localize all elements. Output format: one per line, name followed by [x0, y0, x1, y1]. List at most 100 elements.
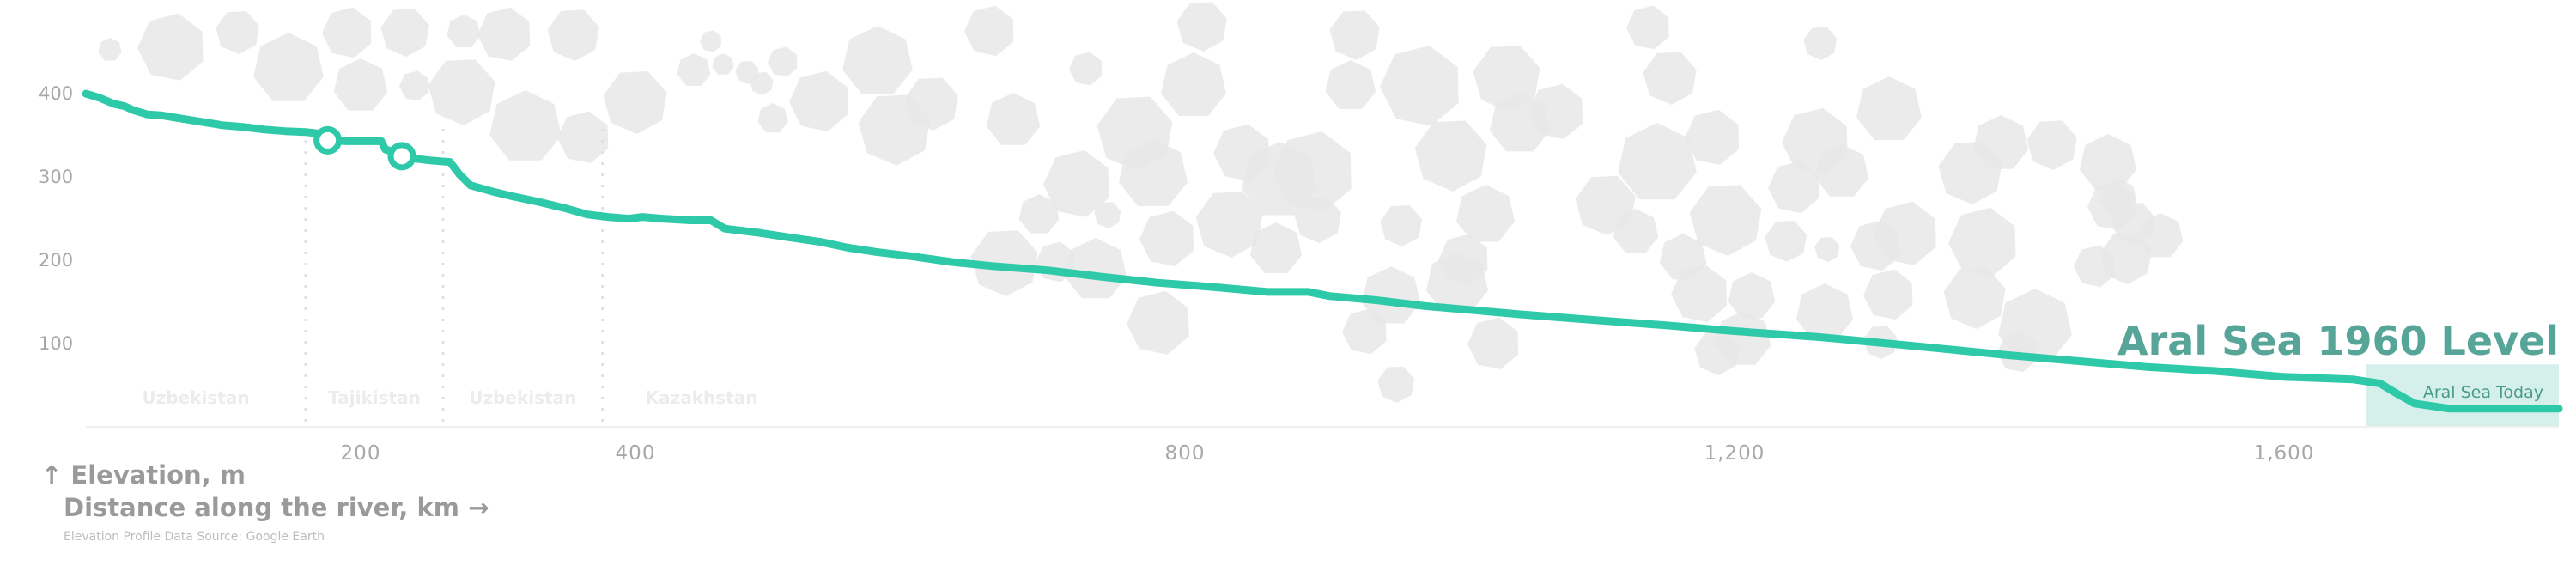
decorative-hexagon	[1064, 238, 1127, 299]
country-labels: Uzbekistan Tajikistan Uzbekistan Kazakhstan	[142, 387, 757, 408]
decorative-hexagon	[1455, 185, 1516, 242]
decorative-hexagon	[1329, 10, 1380, 60]
decorative-hexagon	[557, 111, 609, 163]
y-axis-title: ↑ Elevation, m	[41, 460, 246, 490]
decorative-hexagon	[842, 26, 913, 94]
country-label: Kazakhstan	[646, 387, 758, 408]
decorative-hexagon	[2026, 120, 2077, 170]
country-label: Uzbekistan	[142, 387, 249, 408]
y-tick-label: 200	[39, 250, 73, 271]
decorative-hexagon	[137, 13, 204, 81]
x-tick-label: 200	[341, 442, 381, 465]
decorative-hexagon	[322, 7, 372, 58]
decorative-hexagon	[1715, 311, 1771, 365]
elevation-profile-line	[82, 89, 2563, 413]
decorative-hexagon-field	[98, 2, 2184, 403]
decorative-hexagon	[1361, 266, 1421, 324]
decorative-hexagon	[1273, 131, 1352, 212]
decorative-hexagon	[547, 9, 599, 61]
decorative-hexagon	[1728, 272, 1776, 319]
decorative-hexagon	[789, 70, 848, 131]
decorative-hexagon	[477, 7, 531, 62]
decorative-hexagon	[1768, 161, 1820, 213]
decorative-hexagon	[1689, 185, 1762, 256]
decorative-hexagon	[1380, 205, 1423, 246]
decorative-hexagon	[2099, 233, 2152, 284]
decorative-hexagon	[1874, 201, 1936, 265]
decorative-hexagon	[1414, 120, 1487, 192]
decorative-hexagon	[253, 33, 324, 101]
x-tick-label: 1,200	[1704, 442, 1765, 465]
decorative-hexagon	[986, 93, 1041, 145]
decorative-hexagon	[1948, 207, 2016, 277]
decorative-hexagon	[1972, 115, 2029, 169]
decorative-hexagon	[380, 9, 429, 58]
y-tick-label: 100	[39, 333, 73, 354]
decorative-hexagon	[1685, 109, 1740, 165]
decorative-hexagon	[1380, 46, 1459, 126]
decorative-hexagon	[216, 11, 259, 55]
decorative-hexagon	[1195, 192, 1263, 258]
x-axis-title: Distance along the river, km →	[64, 493, 489, 522]
data-source-note: Elevation Profile Data Source: Google Ea…	[64, 530, 325, 544]
decorative-hexagon	[1528, 83, 1583, 139]
decorative-hexagon	[1425, 252, 1489, 313]
decorative-hexagon	[1618, 123, 1697, 200]
decorative-hexagon	[1249, 222, 1303, 273]
decorative-hexagon	[603, 71, 667, 134]
decorative-hexagon	[447, 15, 481, 47]
decorative-hexagon	[1294, 197, 1341, 243]
decorative-hexagon	[1342, 308, 1387, 355]
decorative-hexagon	[1127, 290, 1189, 355]
decorative-hexagon	[1467, 317, 1519, 369]
decorative-hexagon	[964, 5, 1014, 57]
dam-marker	[313, 125, 343, 155]
decorative-hexagon	[1161, 52, 1226, 117]
x-tick-label: 800	[1165, 442, 1206, 465]
decorative-hexagon	[2079, 134, 2137, 190]
decorative-hexagon	[1765, 221, 1807, 262]
dam-markers	[313, 125, 416, 171]
decorative-hexagon	[1659, 234, 1707, 280]
decorative-hexagon	[1613, 209, 1659, 253]
decorative-hexagon	[1377, 366, 1415, 403]
decorative-hexagon	[750, 72, 774, 95]
dam-marker	[387, 142, 416, 171]
aral-sea-today-label: Aral Sea Today	[2423, 383, 2543, 402]
decorative-hexagon	[757, 103, 788, 133]
y-tick-label: 300	[39, 167, 73, 187]
decorative-hexagon	[1803, 27, 1838, 61]
decorative-hexagon	[1814, 237, 1840, 262]
decorative-hexagon	[2137, 213, 2184, 258]
decorative-hexagon	[2099, 179, 2137, 215]
decorative-hexagon	[1863, 269, 1913, 320]
decorative-hexagon	[1643, 52, 1697, 105]
decorative-hexagon	[399, 70, 429, 101]
x-tick-label: 400	[616, 442, 656, 465]
decorative-hexagon	[1943, 267, 2006, 329]
decorative-hexagon	[677, 53, 711, 86]
x-axis-ticks: 200 400 800 1,200 1,600	[341, 442, 2315, 465]
decorative-hexagon	[1795, 283, 1854, 339]
decorative-hexagon	[1119, 139, 1188, 206]
decorative-hexagon	[489, 90, 562, 161]
decorative-hexagon	[1018, 194, 1060, 234]
decorative-hexagon	[700, 30, 721, 52]
decorative-hexagon	[333, 58, 388, 111]
decorative-hexagon	[1043, 149, 1109, 217]
decorative-hexagon	[1139, 210, 1194, 266]
y-axis-ticks: 400 300 200 100	[39, 83, 73, 354]
decorative-hexagon	[1176, 2, 1227, 52]
decorative-hexagon	[1856, 76, 1922, 141]
decorative-hexagon	[428, 59, 495, 125]
decorative-hexagon	[904, 77, 958, 131]
decorative-hexagon	[712, 53, 734, 75]
country-label: Uzbekistan	[469, 387, 576, 408]
decorative-hexagon	[1325, 60, 1376, 109]
decorative-hexagon	[1671, 265, 1727, 322]
decorative-hexagon	[98, 38, 122, 61]
x-tick-label: 1,600	[2254, 442, 2315, 465]
decorative-hexagon	[1814, 144, 1869, 197]
y-tick-label: 400	[39, 83, 73, 104]
